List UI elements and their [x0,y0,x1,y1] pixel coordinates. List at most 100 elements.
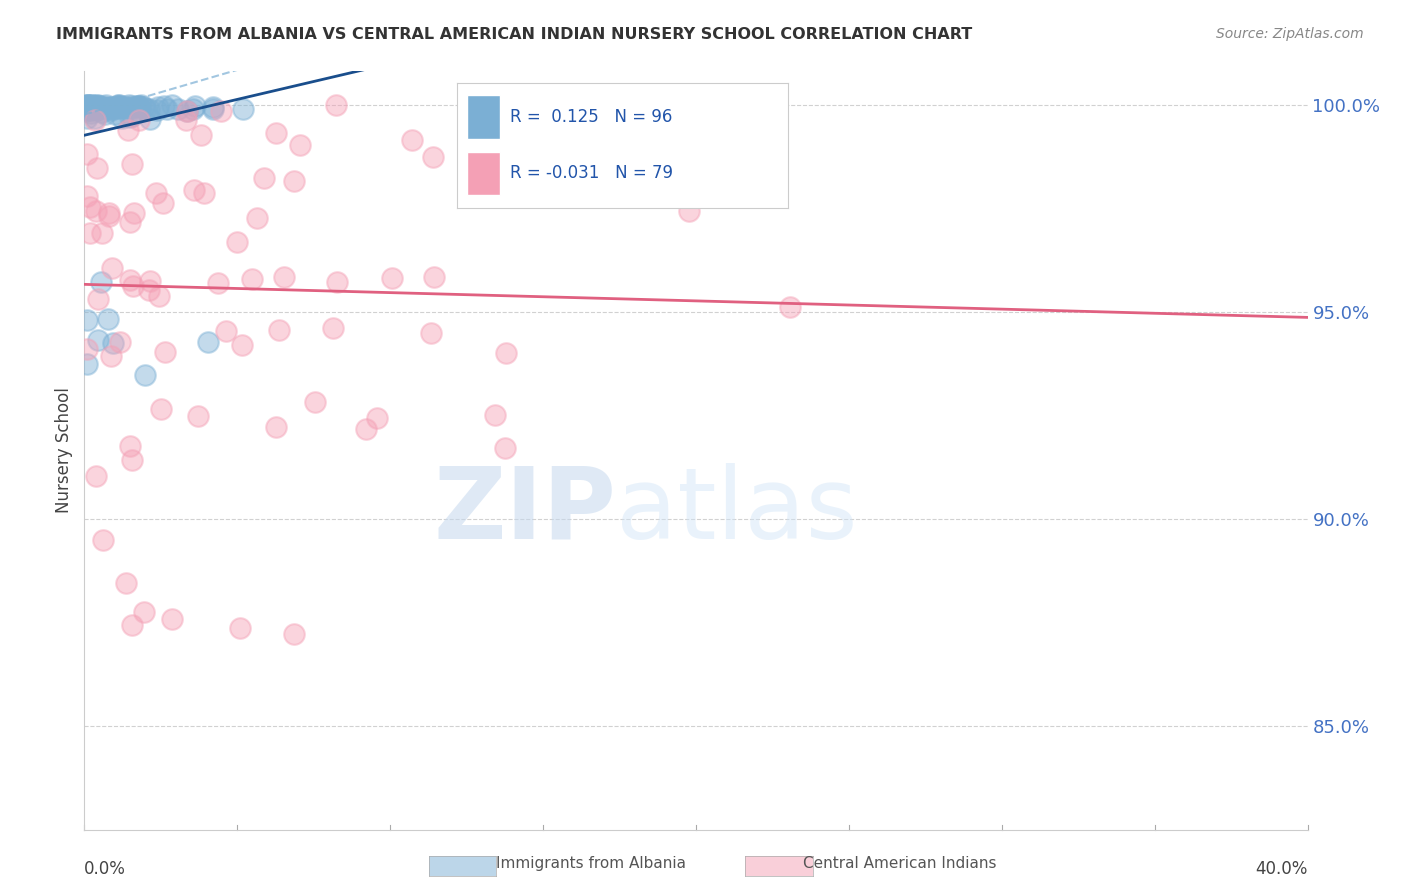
Point [98,206,121,220]
Point [82,101,104,115]
Point [422,150,444,164]
Point [105,101,128,115]
Point [76,147,98,161]
Text: Source: ZipAtlas.com: Source: ZipAtlas.com [1216,27,1364,41]
Point [176,104,198,119]
Point [232,102,254,116]
Point [80,97,103,112]
Point [100,100,122,114]
Point [97,311,120,326]
Point [76,98,98,112]
Point [118,439,141,453]
Point [80,105,103,120]
Point [96,101,118,115]
Point [76,99,98,113]
Point [77,103,100,117]
Point [322,321,344,335]
Point [231,338,253,352]
Point [76,98,98,112]
Point [779,301,801,315]
Point [76,100,98,114]
Point [91,99,114,113]
Point [246,211,269,226]
Point [104,107,127,121]
Point [190,128,212,142]
Point [90,227,112,241]
Point [153,345,176,359]
Point [87,98,110,112]
Point [209,103,232,118]
Point [94,107,117,121]
Point [184,99,207,113]
Point [122,279,145,293]
Point [84,203,107,218]
Point [86,99,108,113]
Point [128,99,150,113]
Point [79,101,101,115]
Point [80,100,103,114]
Point [174,113,197,128]
Point [183,183,205,197]
Point [87,101,110,115]
Point [90,104,112,119]
Point [162,98,184,112]
Point [146,103,169,117]
Point [76,189,98,203]
Point [76,343,98,357]
Point [101,260,124,275]
Point [273,269,295,284]
Point [79,200,101,214]
Point [114,575,136,590]
Point [183,102,205,116]
Point [269,323,291,337]
Point [77,98,100,112]
Point [128,98,150,112]
Point [366,410,388,425]
Point [100,349,122,363]
Point [288,138,311,153]
Point [79,103,101,117]
Point [121,109,143,123]
Point [641,166,664,180]
Point [153,99,176,113]
Point [148,289,170,303]
Point [264,126,287,140]
Point [112,99,135,113]
Point [86,103,108,117]
Text: 40.0%: 40.0% [1256,860,1308,878]
Point [125,98,148,112]
Point [76,99,98,113]
Text: ZIP: ZIP [433,463,616,559]
Point [225,235,247,249]
Point [100,103,122,117]
Text: IMMIGRANTS FROM ALBANIA VS CENTRAL AMERICAN INDIAN NURSERY SCHOOL CORRELATION CH: IMMIGRANTS FROM ALBANIA VS CENTRAL AMERI… [56,27,973,42]
Point [76,357,98,371]
Text: Immigrants from Albania: Immigrants from Albania [495,856,686,871]
Point [149,401,172,416]
Point [82,101,104,115]
Point [94,98,117,112]
Point [86,293,108,307]
Point [381,270,404,285]
Point [103,101,125,115]
Point [76,100,98,114]
Point [264,420,287,434]
Point [101,336,124,351]
Point [160,612,183,626]
Point [121,101,143,115]
Point [193,186,215,201]
Point [76,103,98,117]
Point [678,203,700,218]
Point [87,102,110,116]
Point [82,97,104,112]
Point [98,100,121,114]
Point [90,101,112,115]
Point [86,333,108,347]
Point [79,99,101,113]
Point [118,98,141,112]
Point [80,102,103,116]
Point [83,113,105,128]
Point [76,313,98,327]
Point [132,605,155,619]
Point [187,409,209,424]
